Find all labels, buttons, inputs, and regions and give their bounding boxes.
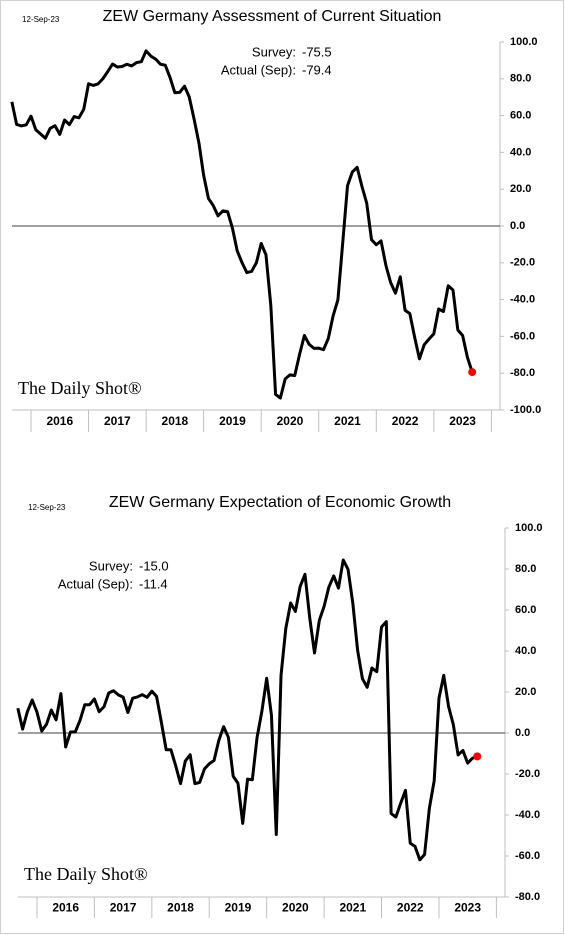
y-tick-label: -40.0 bbox=[515, 809, 540, 821]
annotation-value: -79.4 bbox=[302, 62, 332, 77]
x-tick-label: 2021 bbox=[334, 414, 361, 428]
y-tick-label: 80.0 bbox=[515, 563, 536, 575]
x-tick-label: 2017 bbox=[104, 414, 131, 428]
annotation-value: -15.0 bbox=[139, 558, 169, 573]
annotation-label: Actual (Sep): bbox=[221, 62, 296, 77]
y-tick-label: -20.0 bbox=[515, 768, 540, 780]
x-tick-label: 2022 bbox=[392, 414, 419, 428]
y-tick-label: -60.0 bbox=[515, 850, 540, 862]
x-tick-label: 2018 bbox=[167, 901, 194, 915]
y-tick-label: -20.0 bbox=[510, 257, 535, 269]
y-tick-label: 60.0 bbox=[510, 110, 531, 122]
y-tick-label: 40.0 bbox=[510, 146, 531, 158]
y-tick-label: 20.0 bbox=[510, 183, 531, 195]
annotation-label: Survey: bbox=[252, 44, 296, 59]
y-tick-label: 0.0 bbox=[510, 220, 525, 232]
y-tick-label: 40.0 bbox=[515, 645, 536, 657]
annotation-label: Actual (Sep): bbox=[58, 576, 133, 591]
x-tick-label: 2017 bbox=[110, 901, 137, 915]
x-tick-label: 2018 bbox=[162, 414, 189, 428]
date-label: 12-Sep-23 bbox=[28, 503, 66, 512]
source-logo: The Daily Shot® bbox=[18, 378, 142, 398]
data-line bbox=[16, 558, 478, 862]
source-logo: The Daily Shot® bbox=[24, 864, 148, 884]
y-tick-label: -80.0 bbox=[510, 367, 535, 379]
annotation-label: Survey: bbox=[89, 558, 133, 573]
x-tick-label: 2016 bbox=[46, 414, 73, 428]
annotation-value: -11.4 bbox=[139, 576, 168, 591]
x-tick-label: 2023 bbox=[454, 901, 481, 915]
annotation-value: -75.5 bbox=[302, 44, 332, 59]
y-tick-label: 80.0 bbox=[510, 73, 531, 85]
y-tick-label: 20.0 bbox=[515, 686, 536, 698]
y-tick-label: 100.0 bbox=[510, 36, 538, 48]
last-point bbox=[468, 368, 477, 377]
y-tick-label: -100.0 bbox=[510, 404, 541, 416]
last-point bbox=[473, 752, 482, 761]
data-line bbox=[10, 49, 474, 400]
date-label: 12-Sep-23 bbox=[22, 15, 60, 24]
x-tick-label: 2021 bbox=[339, 901, 366, 915]
y-tick-label: 60.0 bbox=[515, 604, 536, 616]
x-tick-label: 2023 bbox=[449, 414, 476, 428]
y-tick-label: -60.0 bbox=[510, 330, 535, 342]
y-tick-label: -40.0 bbox=[510, 294, 535, 306]
y-tick-label: -80.0 bbox=[515, 891, 540, 903]
x-tick-label: 2022 bbox=[397, 901, 424, 915]
x-tick-label: 2020 bbox=[277, 414, 304, 428]
chart-title: ZEW Germany Expectation of Economic Grow… bbox=[109, 494, 451, 511]
chart-title: ZEW Germany Assessment of Current Situat… bbox=[103, 8, 442, 25]
y-tick-label: 0.0 bbox=[515, 727, 530, 739]
x-tick-label: 2019 bbox=[219, 414, 246, 428]
y-tick-label: 100.0 bbox=[515, 522, 543, 534]
x-tick-label: 2019 bbox=[225, 901, 252, 915]
x-tick-label: 2016 bbox=[52, 901, 79, 915]
x-tick-label: 2020 bbox=[282, 901, 309, 915]
